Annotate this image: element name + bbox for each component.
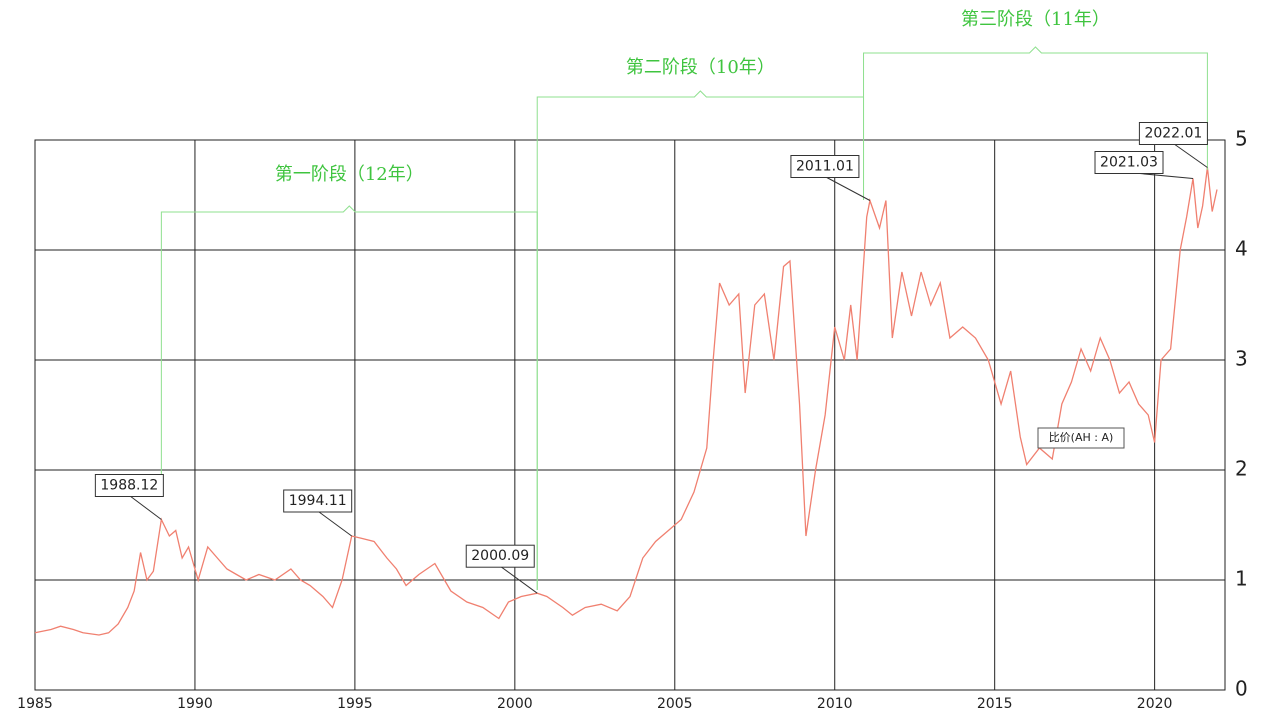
x-tick-label: 1995 — [337, 696, 373, 712]
x-tick-label: 2000 — [497, 696, 533, 712]
annotation-box — [790, 155, 860, 178]
annotation-label: 2011.01 — [796, 159, 854, 175]
stage-label: 第二阶段（10年） — [626, 57, 775, 78]
x-tick-label: 2020 — [1137, 696, 1173, 712]
annotation-box — [465, 544, 535, 568]
x-tick-label: 2015 — [977, 696, 1013, 712]
annotation-leader — [129, 495, 162, 520]
annotation-label: 2021.03 — [1100, 155, 1158, 171]
y-tick-label: 3 — [1235, 347, 1248, 371]
annotation-label: 2022.01 — [1144, 126, 1202, 142]
stage-label: 第三阶段（11年） — [961, 9, 1110, 30]
x-tick-label: 1985 — [17, 696, 53, 712]
x-tick-label: 2010 — [817, 696, 853, 712]
plot-frame — [34, 139, 1226, 691]
annotation-box — [94, 474, 164, 497]
series-label-box — [1037, 427, 1125, 449]
x-tick-label: 2005 — [657, 696, 693, 712]
stage-label: 第一阶段（12年） — [275, 164, 424, 185]
annotation-label: 2000.09 — [471, 548, 529, 564]
annotation-box — [283, 489, 353, 513]
y-tick-label: 2 — [1235, 457, 1248, 481]
stage-bracket — [160, 205, 538, 590]
annotation-leader — [317, 510, 352, 537]
y-tick-label: 0 — [1235, 677, 1248, 701]
annotation-label: 1988.12 — [100, 478, 158, 494]
annotation-label: 1994.11 — [289, 493, 347, 509]
x-tick-label: 1990 — [177, 696, 213, 712]
annotation-box — [1094, 151, 1164, 174]
series-label: 比价(AH : A) — [1037, 427, 1125, 449]
annotation-leader — [824, 176, 871, 201]
annotation-leader — [1173, 143, 1208, 168]
annotation-box — [1138, 122, 1208, 145]
y-tick-label: 5 — [1235, 127, 1248, 151]
y-tick-label: 1 — [1235, 567, 1248, 591]
series-label-text: 比价(AH : A) — [1049, 431, 1114, 444]
stage-bracket — [863, 46, 1208, 200]
data-line — [34, 167, 1218, 636]
annotation-leader — [499, 565, 538, 594]
y-tick-label: 4 — [1235, 237, 1248, 261]
